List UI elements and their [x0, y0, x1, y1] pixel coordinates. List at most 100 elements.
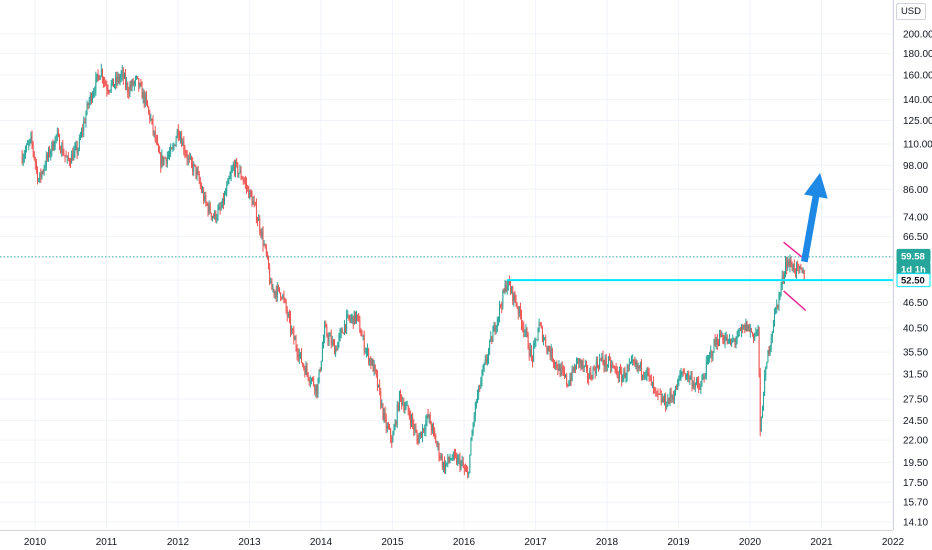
candle-body: [595, 361, 597, 374]
candle-body: [56, 133, 58, 136]
candle-body: [187, 157, 189, 160]
candle-body: [694, 383, 696, 387]
candle-body: [339, 332, 341, 337]
candle-body: [583, 365, 585, 368]
candle-body: [288, 314, 290, 318]
candle-body: [154, 131, 156, 140]
candle-body: [273, 289, 275, 294]
candle-body: [104, 81, 106, 83]
candle-body: [130, 85, 132, 88]
candle-body: [752, 332, 753, 334]
candle-body: [118, 76, 120, 81]
breakout-arrow[interactable]: [800, 172, 828, 263]
candle-body: [235, 161, 236, 173]
x-tick-label: 2022: [882, 537, 905, 548]
candle-body: [330, 335, 332, 345]
currency-selector[interactable]: USD: [895, 3, 926, 20]
candle-body: [142, 92, 144, 99]
candle-body: [640, 363, 642, 375]
candle-body: [286, 309, 288, 316]
candle-body: [720, 333, 722, 337]
candle-body: [328, 336, 330, 341]
candle-body: [111, 78, 113, 84]
candle-body: [66, 156, 68, 158]
candle-body: [84, 121, 86, 123]
x-axis[interactable]: 2010 2011 2012 2013 2014 2015 2016 2017 2018 2019…: [24, 537, 905, 548]
candle-body: [265, 246, 267, 255]
candle-body: [77, 148, 79, 154]
candle-body: [193, 164, 195, 172]
flag-line-lower[interactable]: [783, 290, 807, 312]
candle-body: [753, 333, 755, 340]
candle-body: [349, 318, 351, 320]
candle-body: [139, 83, 141, 88]
candle-body: [467, 471, 469, 475]
candle-body: [83, 121, 85, 131]
candle-body: [494, 324, 496, 332]
candle-body: [686, 376, 687, 379]
candle-body: [581, 361, 583, 365]
candle-body: [37, 168, 38, 181]
candle-body: [713, 339, 715, 353]
y-axis[interactable]: 200.00 180.00 160.00 140.00 125.00 110.00 98.0…: [903, 30, 932, 529]
candle-body: [537, 332, 539, 340]
candle-body: [351, 315, 353, 318]
candle-body: [297, 354, 299, 358]
candle-body: [382, 403, 384, 418]
candle-body: [802, 269, 804, 273]
candle-body: [668, 398, 670, 402]
candle-body: [137, 76, 139, 79]
candle-body: [516, 304, 518, 308]
y-tick-label: 15.70: [903, 498, 928, 509]
candle-body: [380, 391, 382, 407]
candle-body: [383, 412, 385, 418]
candle-body: [602, 356, 604, 363]
candle-body: [655, 389, 657, 392]
candle-body: [545, 338, 547, 347]
candle-body: [704, 376, 706, 378]
candle-body: [735, 339, 737, 343]
candle-body: [617, 376, 619, 379]
candle-body: [33, 151, 35, 159]
candle-body: [59, 135, 60, 150]
candle-body: [184, 150, 186, 153]
candle-body: [803, 269, 805, 279]
candle-body: [232, 165, 234, 169]
candle-body: [670, 392, 672, 398]
candle-body: [472, 423, 474, 434]
candle-body: [320, 360, 322, 371]
candle-body: [688, 372, 690, 380]
candle-body: [384, 412, 386, 418]
candle-body: [183, 140, 185, 151]
candle-body: [746, 321, 748, 331]
candle-body: [526, 329, 528, 335]
candle-body: [493, 324, 495, 332]
candle-body: [738, 329, 740, 331]
candle-body: [257, 220, 258, 221]
candle-body: [197, 170, 199, 175]
candle-body: [389, 428, 390, 430]
candle-body: [100, 69, 102, 77]
candle-body: [391, 437, 393, 443]
candle-body: [507, 280, 509, 286]
candle-body: [386, 425, 388, 429]
candle-body: [769, 346, 771, 354]
candle-body: [175, 137, 177, 146]
candle-body: [719, 333, 720, 346]
candle-body: [138, 78, 140, 88]
candle-body: [760, 417, 762, 431]
x-tick-label: 2017: [524, 537, 547, 548]
candle-body: [469, 454, 471, 473]
candle-body: [407, 405, 409, 413]
candle-body: [264, 244, 266, 247]
candle-body: [327, 335, 329, 341]
candle-body: [587, 366, 588, 378]
candle-body: [243, 180, 245, 182]
candle-body: [518, 306, 520, 314]
candle-body: [690, 376, 692, 378]
candle-body: [675, 386, 676, 396]
x-tick-label: 2013: [238, 537, 261, 548]
candle-body: [797, 263, 799, 265]
candle-body: [208, 204, 210, 213]
